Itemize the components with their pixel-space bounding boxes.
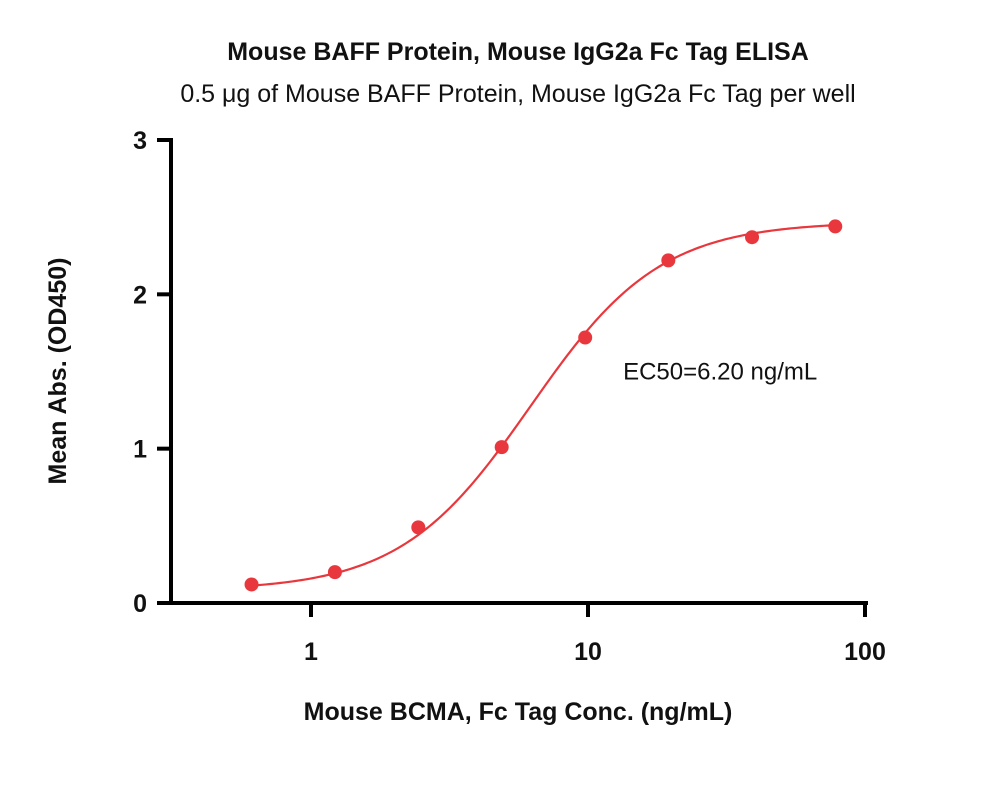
data-point bbox=[244, 577, 259, 592]
fit-curve bbox=[251, 224, 836, 587]
y-tick-label: 0 bbox=[133, 590, 147, 618]
ec50-annotation: EC50=6.20 ng/mL bbox=[623, 359, 817, 386]
axis-ticks: 1 10 100 0 1 2 3 bbox=[133, 127, 886, 666]
chart-subtitle: 0.5 μg of Mouse BAFF Protein, Mouse IgG2… bbox=[180, 80, 855, 108]
x-tick-label: 100 bbox=[844, 638, 886, 666]
y-tick-label: 1 bbox=[133, 436, 147, 464]
chart-title: Mouse BAFF Protein, Mouse IgG2a Fc Tag E… bbox=[227, 38, 809, 66]
data-point bbox=[327, 565, 342, 580]
axes bbox=[169, 138, 868, 605]
data-point bbox=[745, 230, 760, 245]
x-axis-label: Mouse BCMA, Fc Tag Conc. (ng/mL) bbox=[304, 698, 733, 726]
data-point bbox=[661, 253, 676, 268]
x-tick-label: 10 bbox=[574, 638, 602, 666]
y-tick-label: 2 bbox=[133, 281, 147, 309]
data-point bbox=[578, 330, 593, 345]
y-tick-label: 3 bbox=[133, 127, 147, 155]
y-axis-label: Mean Abs. (OD450) bbox=[44, 258, 72, 485]
data-point bbox=[828, 219, 843, 234]
x-tick-label: 1 bbox=[304, 638, 318, 666]
data-point bbox=[411, 520, 426, 535]
data-points bbox=[244, 219, 843, 592]
data-point bbox=[494, 440, 509, 455]
